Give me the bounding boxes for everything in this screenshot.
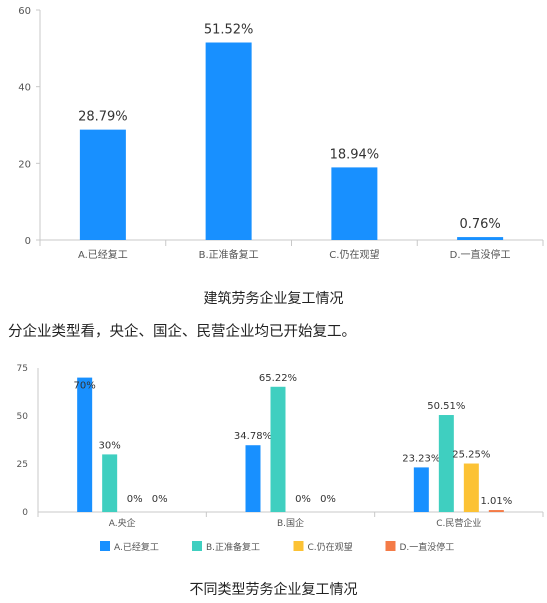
x-tick-label: C.民营企业	[436, 517, 481, 529]
y-tick-label: 25	[17, 460, 28, 470]
x-tick-label: B.国企	[277, 517, 304, 529]
bar	[79, 129, 126, 240]
legend-label: A.已经复工	[114, 541, 159, 553]
data-label: 1.01%	[480, 496, 512, 507]
chart-by-enterprise-type: 0 25 50 75 70% 30% 0% 0% A.央企 34.78% 65.22% 0% 0% B.国…	[17, 364, 544, 553]
y-tick-label: 60	[18, 6, 31, 17]
legend-item: B.正准备复工	[192, 541, 260, 553]
y-tick-label: 75	[17, 364, 28, 374]
data-label: 65.22%	[259, 373, 297, 384]
y-tick-label: 20	[18, 159, 31, 170]
chart2-caption: 不同类型劳务企业复工情况	[189, 582, 358, 598]
bar	[463, 463, 479, 512]
chart1-caption: 建筑劳务企业复工情况	[203, 291, 344, 307]
y-tick-label: 40	[18, 83, 31, 94]
legend-item: C.仍在观望	[293, 541, 353, 553]
data-label: 0%	[320, 494, 336, 505]
y-tick-label: 0	[22, 508, 28, 518]
data-label: 23.23%	[402, 453, 440, 464]
bar	[457, 237, 504, 240]
bar	[102, 454, 118, 512]
bar	[331, 167, 378, 240]
legend-swatch	[293, 541, 304, 551]
legend-item: A.已经复工	[100, 541, 159, 553]
legend-label: C.仍在观望	[308, 541, 353, 553]
bar	[488, 510, 504, 512]
legend-swatch	[385, 541, 396, 551]
y-tick-label: 50	[17, 412, 29, 422]
x-tick-label: C.仍在观望	[329, 248, 379, 261]
data-label: 18.94%	[330, 147, 380, 162]
bar	[77, 377, 93, 512]
x-tick-label: A.央企	[109, 517, 136, 529]
y-tick-label: 0	[25, 236, 31, 247]
x-tick-label: B.正准备复工	[199, 248, 259, 261]
data-label: 28.79%	[78, 110, 128, 125]
legend-item: D.一直没停工	[385, 541, 455, 553]
data-label: 25.25%	[452, 450, 490, 461]
bar	[205, 42, 252, 240]
legend-label: D.一直没停工	[400, 541, 455, 553]
data-label: 50.51%	[427, 401, 465, 412]
bar	[245, 445, 261, 512]
summary-paragraph: 分企业类型看，央企、国企、民营企业均已开始复工。	[8, 324, 356, 340]
data-label: 0%	[295, 494, 311, 505]
data-label: 34.78%	[234, 431, 272, 442]
x-tick-label: D.一直没停工	[450, 248, 511, 261]
data-label: 0%	[152, 494, 168, 505]
chart-overall-resumption: 0 20 40 60 28.79% A.已经复工 51.52% B.正准备复工 18.94% C.…	[18, 6, 544, 261]
legend-swatch	[100, 541, 110, 551]
data-label: 0.76%	[459, 217, 500, 232]
bar	[270, 386, 286, 512]
data-label: 30%	[99, 440, 121, 451]
data-label: 51.52%	[204, 23, 254, 38]
legend-label: B.正准备复工	[206, 541, 260, 553]
data-label: 70%	[74, 381, 96, 392]
legend-swatch	[192, 541, 202, 551]
bar	[413, 467, 429, 512]
x-tick-label: A.已经复工	[78, 248, 128, 261]
data-label: 0%	[127, 494, 143, 505]
bar	[438, 415, 454, 512]
